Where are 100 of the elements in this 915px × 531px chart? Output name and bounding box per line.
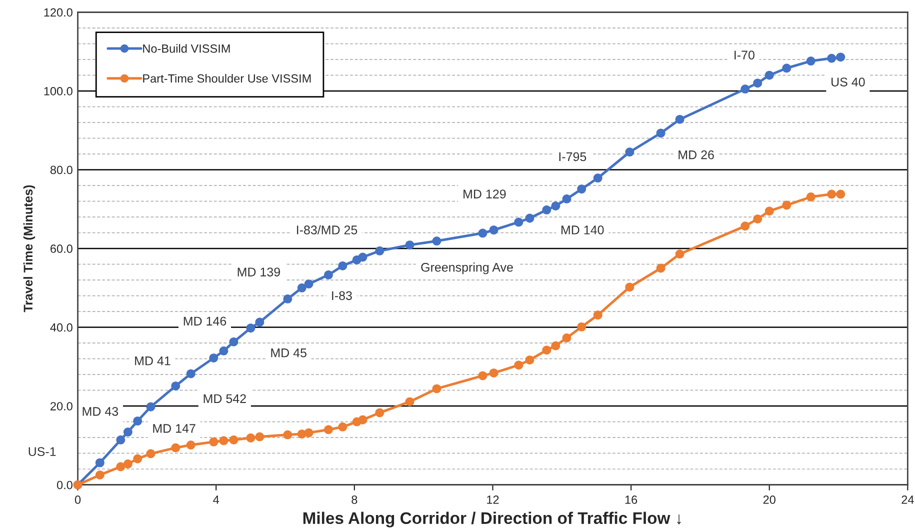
point <box>116 435 126 444</box>
point <box>186 440 196 450</box>
point <box>489 225 498 235</box>
point <box>338 422 348 432</box>
point <box>478 371 488 380</box>
x-axis-title: Miles Along Corridor / Direction of Traffic Flow ↓ <box>303 512 681 528</box>
annotation: MD 43 <box>82 407 118 416</box>
point <box>806 56 816 66</box>
annotation: MD 26 <box>678 150 714 160</box>
point <box>827 190 836 199</box>
point <box>146 402 156 412</box>
y-tick-label: 20.0 <box>50 402 72 410</box>
point <box>255 432 264 442</box>
annotation: MD 542 <box>204 394 246 404</box>
point <box>375 246 384 256</box>
annotation: MD 139 <box>238 268 280 276</box>
point <box>656 128 666 138</box>
point <box>338 261 348 270</box>
annotation: MD 147 <box>153 424 196 433</box>
annotation: I-83 <box>332 291 352 300</box>
point <box>304 279 314 288</box>
point <box>209 437 218 446</box>
point <box>753 78 762 88</box>
x-tick-label: 4 <box>213 496 220 504</box>
point <box>324 425 333 434</box>
point <box>675 114 684 124</box>
point <box>297 283 306 292</box>
y-tick-label: 100.0 <box>44 87 72 96</box>
point <box>478 228 488 238</box>
point <box>514 218 524 227</box>
point <box>542 205 552 214</box>
annotation: MD 45 <box>271 348 306 358</box>
point <box>593 310 602 320</box>
point <box>246 324 256 333</box>
point <box>133 416 142 426</box>
legend-label: No-Build VISSIM <box>143 44 230 53</box>
point <box>123 428 132 437</box>
x-tick-label: 8 <box>352 496 358 504</box>
point <box>562 333 572 342</box>
point <box>146 449 156 458</box>
point <box>753 214 762 224</box>
annotation: I-70 <box>734 50 754 60</box>
point <box>246 433 256 442</box>
point <box>229 435 238 444</box>
point <box>806 192 816 202</box>
x-tick-label: 0 <box>74 496 81 504</box>
point <box>656 264 666 273</box>
annotation: MD 146 <box>184 316 226 326</box>
point <box>525 214 534 223</box>
point <box>577 322 586 332</box>
point <box>219 436 228 446</box>
point <box>123 459 132 468</box>
point <box>116 462 126 472</box>
point <box>836 52 846 62</box>
point <box>95 470 104 480</box>
point <box>577 184 586 194</box>
point <box>171 443 180 452</box>
point <box>782 200 792 210</box>
point <box>764 70 774 80</box>
x-tick-label: 20 <box>763 496 776 504</box>
point <box>219 346 228 356</box>
annotation: MD 129 <box>464 190 506 198</box>
annotation: MD 140 <box>562 226 604 234</box>
point <box>95 458 104 468</box>
point <box>405 397 414 406</box>
annotation: US 40 <box>832 78 865 86</box>
y-tick-label: 80.0 <box>50 166 72 174</box>
legend-label: Part-Time Shoulder Use VISSIM <box>143 74 311 83</box>
point <box>229 337 238 346</box>
y-tick-label: 40.0 <box>50 323 72 332</box>
y-tick-label: 0.0 <box>56 480 72 490</box>
point <box>489 368 498 378</box>
x-tick-label: 12 <box>487 496 499 504</box>
point <box>551 341 560 350</box>
point <box>593 174 602 183</box>
point <box>675 250 684 259</box>
text: US-1 <box>28 447 56 456</box>
annotation: Greenspring Ave <box>421 262 513 274</box>
point <box>764 206 774 216</box>
point <box>836 190 846 199</box>
point <box>304 428 314 438</box>
point <box>405 240 414 250</box>
point <box>525 355 534 364</box>
point <box>782 64 792 73</box>
annotation: I-795 <box>559 152 586 162</box>
point <box>171 381 180 390</box>
point <box>283 430 292 440</box>
point <box>625 282 634 292</box>
point <box>358 252 368 262</box>
point <box>375 408 384 418</box>
point <box>625 148 634 157</box>
point <box>542 346 552 355</box>
x-tick-label: 16 <box>625 496 638 504</box>
point <box>514 360 524 370</box>
y-axis-title: Travel Time (Minutes) <box>23 185 36 312</box>
point <box>432 236 442 246</box>
point <box>255 318 264 327</box>
y-tick-label: 120.0 <box>44 8 72 17</box>
x-tick-label: 24 <box>902 496 914 504</box>
point <box>432 384 442 394</box>
